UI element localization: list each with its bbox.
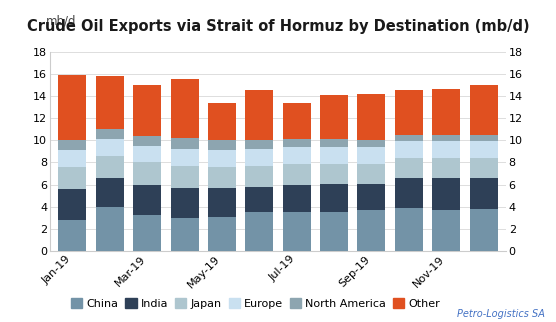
Bar (208, 167, 236, 188)
Bar (171, 79, 198, 138)
Bar (245, 149, 274, 166)
Bar (282, 212, 311, 251)
Bar (58, 75, 87, 140)
Bar (395, 178, 423, 208)
Bar (358, 184, 385, 210)
Bar (469, 141, 498, 158)
Bar (208, 188, 236, 217)
Bar (395, 208, 423, 251)
Bar (469, 135, 498, 141)
Bar (96, 139, 124, 156)
Bar (432, 158, 460, 178)
Bar (133, 185, 161, 214)
Bar (58, 220, 87, 251)
Bar (58, 167, 87, 189)
Legend: China, India, Japan, Europe, North America, Other: China, India, Japan, Europe, North Ameri… (67, 294, 445, 313)
Bar (208, 217, 236, 251)
Bar (58, 189, 87, 220)
Bar (432, 89, 460, 135)
Bar (320, 95, 348, 139)
Bar (358, 164, 385, 184)
Bar (320, 139, 348, 147)
Bar (96, 178, 124, 207)
Text: mb/d: mb/d (46, 14, 76, 28)
Bar (358, 210, 385, 251)
Bar (395, 135, 423, 141)
Bar (282, 147, 311, 164)
Bar (245, 166, 274, 187)
Bar (96, 207, 124, 251)
Bar (358, 140, 385, 147)
Bar (171, 218, 198, 251)
Bar (133, 146, 161, 162)
Bar (245, 140, 274, 149)
Bar (432, 210, 460, 251)
Bar (320, 212, 348, 251)
Bar (58, 140, 87, 150)
Bar (208, 150, 236, 167)
Bar (432, 178, 460, 210)
Bar (282, 164, 311, 185)
Bar (171, 138, 198, 149)
Bar (469, 209, 498, 251)
Bar (245, 187, 274, 212)
Bar (282, 139, 311, 147)
Bar (320, 164, 348, 184)
Bar (245, 212, 274, 251)
Bar (320, 147, 348, 164)
Bar (282, 185, 311, 212)
Bar (320, 184, 348, 212)
Bar (133, 136, 161, 146)
Bar (208, 140, 236, 150)
Bar (282, 102, 311, 139)
Bar (171, 188, 198, 218)
Bar (432, 135, 460, 141)
Bar (133, 214, 161, 251)
Bar (432, 141, 460, 158)
Text: Crude Oil Exports via Strait of Hormuz by Destination (mb/d): Crude Oil Exports via Strait of Hormuz b… (27, 19, 529, 34)
Bar (245, 90, 274, 140)
Bar (469, 158, 498, 178)
Bar (208, 102, 236, 140)
Bar (133, 162, 161, 185)
Bar (96, 156, 124, 178)
Bar (358, 147, 385, 164)
Bar (133, 85, 161, 136)
Bar (395, 158, 423, 178)
Bar (96, 129, 124, 139)
Bar (58, 150, 87, 167)
Bar (96, 76, 124, 129)
Bar (395, 90, 423, 135)
Bar (469, 85, 498, 135)
Text: Petro-Logistics SA: Petro-Logistics SA (457, 309, 545, 319)
Bar (171, 166, 198, 188)
Bar (358, 94, 385, 140)
Bar (171, 149, 198, 166)
Bar (395, 141, 423, 158)
Bar (469, 178, 498, 209)
